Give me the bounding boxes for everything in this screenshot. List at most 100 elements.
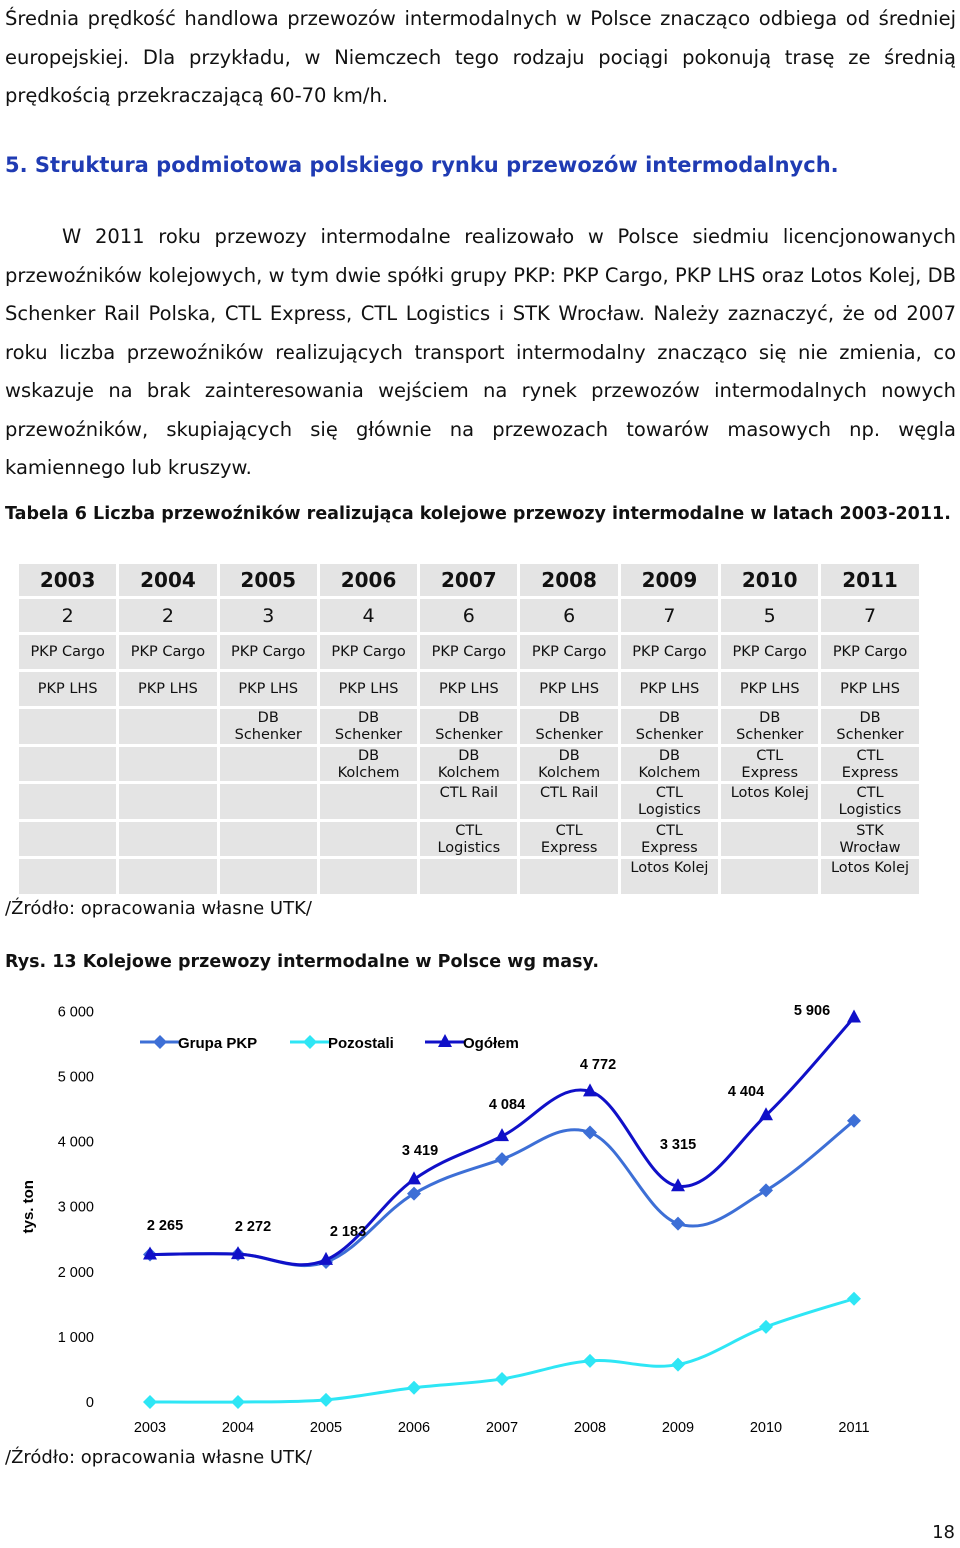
carrier-cell: DB Schenker <box>520 709 618 744</box>
carrier-cell <box>119 784 217 819</box>
data-point <box>143 1246 157 1260</box>
count-row-cell: 5 <box>721 599 819 632</box>
data-label: 5 906 <box>794 1003 830 1019</box>
x-tick-label: 2009 <box>662 1420 694 1436</box>
count-row-cell: 7 <box>821 599 919 632</box>
carrier-row-cell: PKP Cargo <box>19 635 117 669</box>
carrier-row: PKP LHS PKP LHS PKP LHS PKP LHS PKP LHS PKP L… <box>19 672 919 706</box>
year-row-cell: 2004 <box>119 564 217 596</box>
y-tick-label: 3 000 <box>58 1200 94 1216</box>
carrier-row-cell: PKP Cargo <box>420 635 518 669</box>
section-heading: 5. Struktura podmiotowa polskiego rynku … <box>5 153 839 177</box>
legend-marker <box>303 1035 317 1049</box>
intro-paragraph: Średnia prędkość handlowa przewozów inte… <box>5 7 956 107</box>
data-point <box>583 1353 597 1368</box>
data-point <box>407 1186 421 1201</box>
data-label: 2 183 <box>330 1224 366 1240</box>
data-label: 3 315 <box>660 1137 696 1153</box>
carrier-row-cell: PKP Cargo <box>219 635 317 669</box>
carrier-cell: CTL Logistics <box>420 821 518 856</box>
carrier-row: PKP Cargo PKP Cargo PKP Cargo PKP Cargo PKP … <box>19 635 919 669</box>
carrier-cell: DB Schenker <box>620 709 719 744</box>
carrier-row-cell: PKP LHS <box>119 672 217 706</box>
carrier-cell: DB Kolchem <box>620 746 719 781</box>
carrier-cell: DB Kolchem <box>319 746 418 781</box>
data-point <box>847 1113 861 1128</box>
carrier-row-cell: PKP LHS <box>821 672 919 706</box>
data-label: 4 404 <box>728 1084 764 1100</box>
carrier-stack-column: DB Schenker DB Kolchem <box>319 709 418 894</box>
year-row-cell: 2007 <box>420 564 518 596</box>
carrier-stack-column <box>119 709 217 894</box>
carrier-cell <box>119 709 217 744</box>
y-tick-label: 2 000 <box>58 1265 94 1281</box>
carrier-cell: DB Schenker <box>420 709 518 744</box>
year-row-cell: 2006 <box>319 564 418 596</box>
chart-source: /Źródło: opracowania własne UTK/ <box>5 1447 312 1468</box>
count-row-cell: 6 <box>420 599 518 632</box>
carrier-cell: Lotos Kolej <box>721 784 819 819</box>
carrier-row-cell: PKP LHS <box>620 672 719 706</box>
carriers-table: 2003 2004 2005 2006 2007 2008 2009 2010 2011 2 2 3 4… <box>16 561 922 897</box>
legend-label: Pozostali <box>328 1035 394 1052</box>
carrier-cell <box>319 821 418 856</box>
y-tick-label: 0 <box>86 1395 94 1411</box>
year-row-cell: 2011 <box>821 564 919 596</box>
carrier-cell: CTL Express <box>721 746 819 781</box>
carrier-cell <box>19 859 117 894</box>
x-tick-label: 2004 <box>222 1420 254 1436</box>
carrier-cell: STK Wrocław <box>821 821 919 856</box>
carrier-stack-column: DB Schenker DB Kolchem CTL Rail CTL Express <box>520 709 618 894</box>
data-point <box>143 1395 157 1409</box>
page-number: 18 <box>932 1522 955 1543</box>
body-paragraph: W 2011 roku przewozy intermodalne realiz… <box>5 225 956 479</box>
data-point <box>407 1171 421 1185</box>
carrier-cell <box>219 859 317 894</box>
data-point <box>583 1083 597 1097</box>
carrier-cell <box>219 746 317 781</box>
carrier-row-cell: PKP LHS <box>19 672 117 706</box>
table-caption: Tabela 6 Liczba przewoźników realizująca… <box>5 504 951 524</box>
carrier-cell <box>219 821 317 856</box>
data-point <box>759 1107 773 1121</box>
legend-label: Ogółem <box>463 1035 519 1052</box>
legend-marker <box>438 1034 452 1047</box>
carrier-row-cell: PKP Cargo <box>821 635 919 669</box>
carrier-cell <box>119 746 217 781</box>
x-tick-label: 2010 <box>750 1420 782 1436</box>
carrier-cell <box>19 821 117 856</box>
carrier-cell <box>520 859 618 894</box>
carrier-stack-row: DB Schenker DB Schenker DB Kolchem DB Schen… <box>19 709 919 894</box>
x-tick-label: 2008 <box>574 1420 606 1436</box>
carrier-cell: DB Kolchem <box>520 746 618 781</box>
year-row-cell: 2003 <box>19 564 117 596</box>
series-line-0 <box>149 1119 855 1268</box>
table-source: /Źródło: opracowania własne UTK/ <box>5 898 312 919</box>
data-point <box>759 1183 773 1198</box>
count-row-cell: 4 <box>319 599 418 632</box>
carrier-cell: DB Schenker <box>219 709 317 744</box>
data-point <box>319 1251 333 1265</box>
count-row-cell: 2 <box>119 599 217 632</box>
carrier-row-cell: PKP LHS <box>420 672 518 706</box>
carrier-row-cell: PKP LHS <box>520 672 618 706</box>
carrier-cell: DB Schenker <box>821 709 919 744</box>
data-point <box>671 1178 685 1192</box>
carrier-cell <box>420 859 518 894</box>
x-tick-label: 2005 <box>310 1420 342 1436</box>
data-point <box>231 1395 245 1409</box>
mass-line-chart: 0 1 000 2 000 3 000 4 000 5 000 6 000 tys. ton 2… <box>20 1003 870 1436</box>
series-line-1 <box>149 1297 855 1404</box>
carrier-cell: CTL Express <box>620 821 719 856</box>
data-point <box>671 1216 685 1231</box>
data-point <box>231 1246 245 1260</box>
count-row-cell: 3 <box>219 599 317 632</box>
count-row-cell: 6 <box>520 599 618 632</box>
data-point <box>671 1357 685 1372</box>
data-point <box>583 1125 597 1140</box>
carrier-cell <box>19 784 117 819</box>
year-row-cell: 2008 <box>520 564 618 596</box>
y-axis-label: tys. ton <box>20 1180 37 1233</box>
carrier-cell: DB Schenker <box>721 709 819 744</box>
